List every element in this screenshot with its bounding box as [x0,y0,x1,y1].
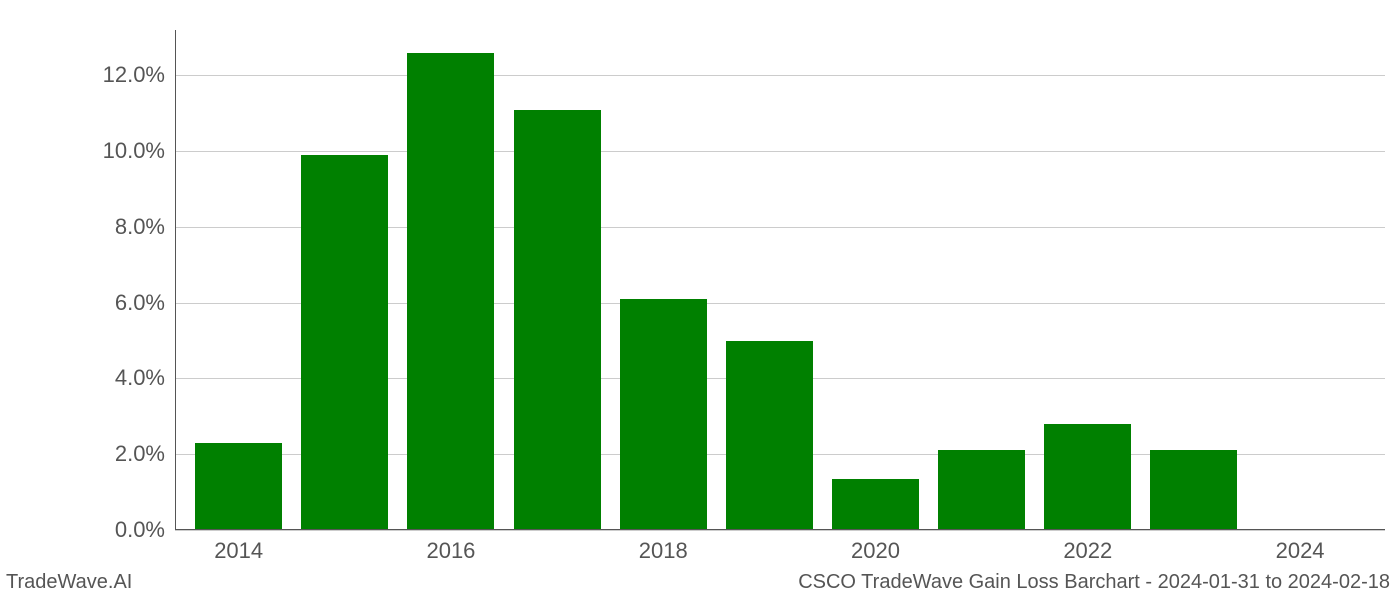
bar [832,479,919,530]
y-tick-label: 6.0% [115,290,175,316]
x-axis-line [175,529,1385,530]
y-tick-label: 4.0% [115,365,175,391]
bar [407,53,494,530]
y-tick-label: 2.0% [115,441,175,467]
x-tick-label: 2014 [214,530,263,564]
bar [1044,424,1131,530]
grid-line [175,530,1385,531]
x-tick-label: 2020 [851,530,900,564]
x-tick-label: 2022 [1063,530,1112,564]
grid-line [175,75,1385,76]
bar [1150,450,1237,530]
y-tick-label: 12.0% [103,62,175,88]
bar [514,110,601,530]
y-tick-label: 10.0% [103,138,175,164]
y-tick-label: 8.0% [115,214,175,240]
y-axis-line [175,30,176,530]
plot-area: 0.0%2.0%4.0%6.0%8.0%10.0%12.0%2014201620… [175,30,1385,530]
y-tick-label: 0.0% [115,517,175,543]
grid-line [175,151,1385,152]
bar [195,443,282,530]
bar [938,450,1025,530]
bar [620,299,707,530]
bar [726,341,813,530]
bar [301,155,388,530]
footer-right-text: CSCO TradeWave Gain Loss Barchart - 2024… [798,571,1390,594]
x-tick-label: 2016 [426,530,475,564]
x-tick-label: 2024 [1276,530,1325,564]
footer-left-text: TradeWave.AI [6,571,132,594]
chart-container: 0.0% 2.0% 4.0% 6.0% 8.0% 10.0% 12.0% 2014 2016 20… [0,0,1400,600]
x-tick-label: 2018 [639,530,688,564]
